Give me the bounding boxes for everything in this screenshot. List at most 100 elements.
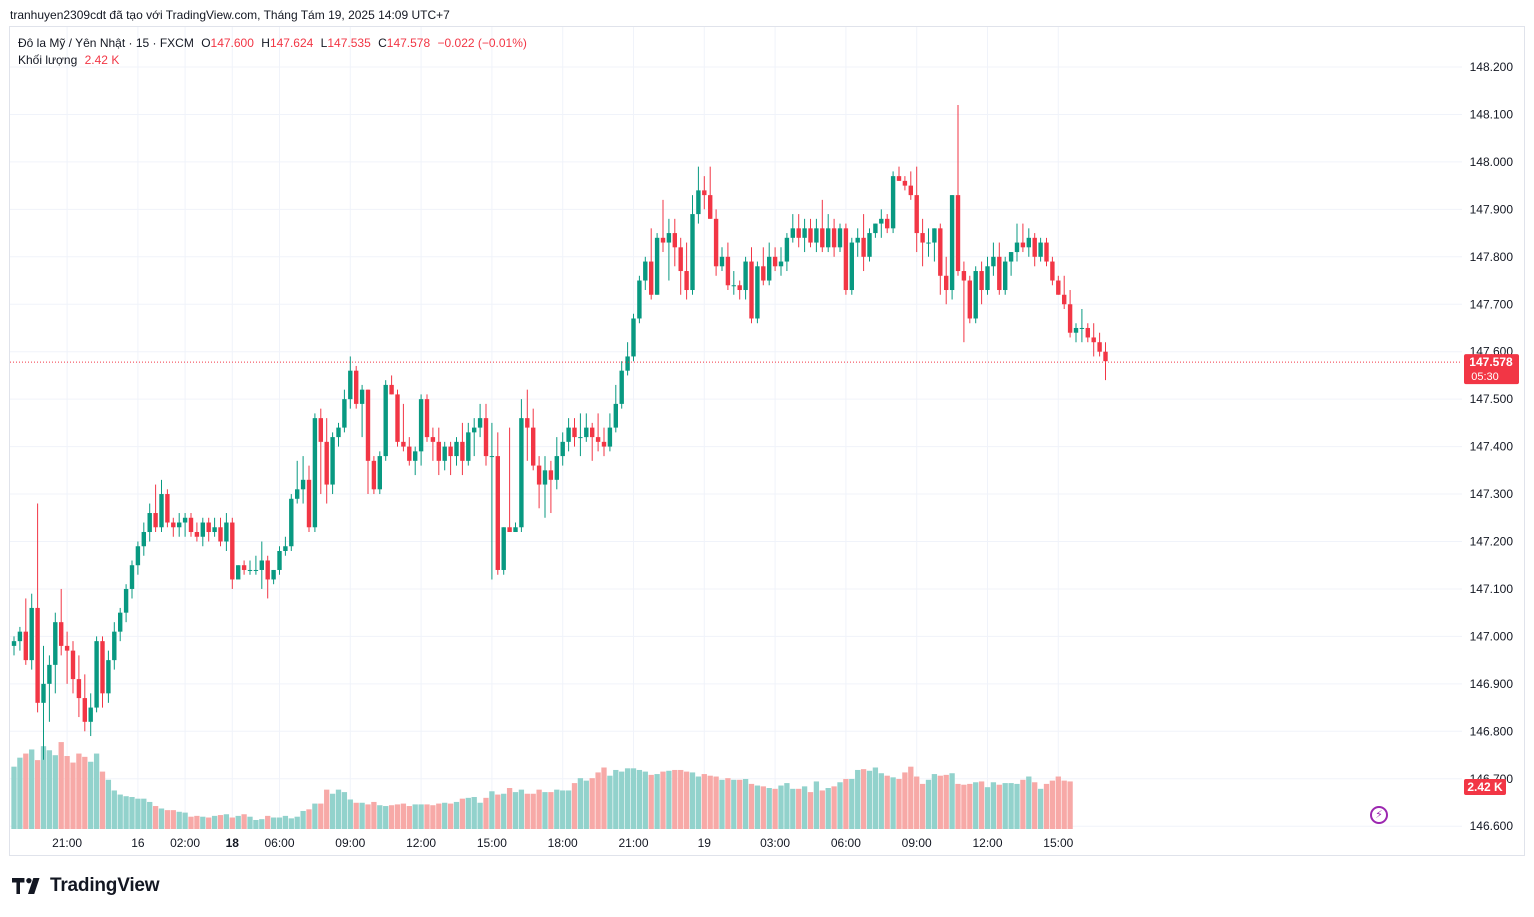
candle[interactable] <box>944 256 949 305</box>
candle[interactable] <box>997 242 1002 295</box>
candle[interactable] <box>70 641 76 694</box>
candle[interactable] <box>660 199 666 253</box>
candle[interactable] <box>147 503 152 542</box>
candle[interactable] <box>749 247 754 324</box>
candle[interactable] <box>17 626 23 651</box>
candle[interactable] <box>1020 223 1026 253</box>
candle[interactable] <box>985 256 990 295</box>
candle[interactable] <box>283 536 288 556</box>
candle[interactable] <box>566 418 571 452</box>
candle[interactable] <box>188 513 194 537</box>
candle[interactable] <box>1073 323 1079 343</box>
candle[interactable] <box>554 437 559 490</box>
candle[interactable] <box>938 223 943 295</box>
candle[interactable] <box>501 527 506 575</box>
candle[interactable] <box>885 214 890 234</box>
candle[interactable] <box>908 171 913 200</box>
candle[interactable] <box>725 242 731 291</box>
candle[interactable] <box>76 655 82 718</box>
candle[interactable] <box>595 413 601 452</box>
candle[interactable] <box>702 176 707 210</box>
candle[interactable] <box>690 195 695 295</box>
candle[interactable] <box>619 361 624 409</box>
candle[interactable] <box>306 465 312 533</box>
candle[interactable] <box>666 218 672 281</box>
candle[interactable] <box>678 237 683 295</box>
candle[interactable] <box>548 460 554 514</box>
candle[interactable] <box>212 517 217 537</box>
candle[interactable] <box>259 541 264 589</box>
candle[interactable] <box>1038 237 1043 262</box>
candle[interactable] <box>100 636 105 708</box>
candle[interactable] <box>330 432 335 495</box>
candle[interactable] <box>949 195 955 300</box>
candle[interactable] <box>920 218 925 267</box>
candle[interactable] <box>159 479 164 533</box>
candle[interactable] <box>88 693 93 737</box>
candle[interactable] <box>879 209 884 238</box>
candle[interactable] <box>472 418 477 457</box>
candle[interactable] <box>719 247 725 272</box>
candle[interactable] <box>359 384 365 438</box>
candle[interactable] <box>342 389 347 433</box>
candle[interactable] <box>336 422 341 447</box>
candle[interactable] <box>560 432 565 466</box>
candle[interactable] <box>129 560 135 599</box>
volume-label[interactable]: Khối lượng <box>18 53 78 67</box>
candle[interactable] <box>477 403 483 438</box>
candle[interactable] <box>23 598 28 665</box>
candle[interactable] <box>413 446 418 476</box>
candle[interactable] <box>849 237 854 295</box>
candle[interactable] <box>649 228 654 300</box>
candle[interactable] <box>902 176 908 191</box>
candle[interactable] <box>354 365 359 409</box>
candle[interactable] <box>194 522 200 542</box>
candle[interactable] <box>224 513 229 551</box>
candle[interactable] <box>418 394 424 466</box>
candle[interactable] <box>731 271 736 295</box>
candle[interactable] <box>784 233 790 272</box>
candle[interactable] <box>460 422 465 476</box>
candle[interactable] <box>831 218 837 257</box>
candle[interactable] <box>808 218 813 248</box>
candle[interactable] <box>11 636 17 656</box>
candle[interactable] <box>867 228 872 262</box>
candle[interactable] <box>631 313 636 362</box>
candle[interactable] <box>1032 233 1037 267</box>
candle[interactable] <box>637 275 642 324</box>
candle[interactable] <box>218 517 223 547</box>
candle[interactable] <box>1008 252 1014 276</box>
candle[interactable] <box>265 555 270 599</box>
candle[interactable] <box>300 456 306 504</box>
candle[interactable] <box>820 199 825 253</box>
candle[interactable] <box>761 247 766 286</box>
candle[interactable] <box>1079 308 1085 343</box>
candle[interactable] <box>47 655 52 722</box>
candle[interactable] <box>430 427 436 461</box>
candle[interactable] <box>525 389 530 461</box>
candle[interactable] <box>106 650 111 703</box>
candle[interactable] <box>424 394 430 442</box>
candle[interactable] <box>578 413 583 457</box>
last-price-tag[interactable] <box>1464 354 1519 385</box>
candle[interactable] <box>973 266 978 324</box>
candle[interactable] <box>967 275 972 324</box>
candle[interactable] <box>112 622 117 670</box>
candle[interactable] <box>241 560 247 575</box>
candle[interactable] <box>118 607 123 642</box>
candle[interactable] <box>483 403 489 466</box>
candle[interactable] <box>507 427 512 533</box>
candle[interactable] <box>277 546 282 575</box>
candle[interactable] <box>1026 228 1031 257</box>
candle[interactable] <box>365 389 371 495</box>
candle[interactable] <box>1014 223 1020 262</box>
candle[interactable] <box>29 593 34 670</box>
candle[interactable] <box>1067 290 1073 338</box>
candle[interactable] <box>672 218 677 267</box>
candle[interactable] <box>236 565 241 580</box>
candle[interactable] <box>643 256 648 291</box>
candle[interactable] <box>896 166 902 181</box>
candle[interactable] <box>371 456 377 495</box>
candle[interactable] <box>1056 275 1061 295</box>
candle[interactable] <box>442 441 447 471</box>
